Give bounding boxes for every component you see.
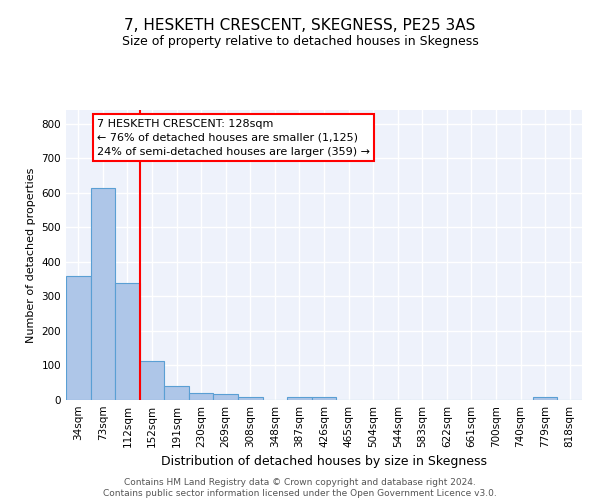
- Bar: [238, 396, 263, 400]
- Bar: [312, 397, 336, 400]
- Bar: [140, 360, 164, 400]
- Text: Contains HM Land Registry data © Crown copyright and database right 2024.
Contai: Contains HM Land Registry data © Crown c…: [103, 478, 497, 498]
- Bar: [115, 284, 140, 400]
- Text: Size of property relative to detached houses in Skegness: Size of property relative to detached ho…: [122, 35, 478, 48]
- Bar: [91, 188, 115, 400]
- Text: 7 HESKETH CRESCENT: 128sqm
← 76% of detached houses are smaller (1,125)
24% of s: 7 HESKETH CRESCENT: 128sqm ← 76% of deta…: [97, 118, 370, 156]
- Bar: [533, 397, 557, 400]
- Bar: [66, 276, 91, 400]
- Y-axis label: Number of detached properties: Number of detached properties: [26, 168, 36, 342]
- Bar: [214, 394, 238, 400]
- Bar: [189, 393, 214, 400]
- X-axis label: Distribution of detached houses by size in Skegness: Distribution of detached houses by size …: [161, 456, 487, 468]
- Bar: [287, 397, 312, 400]
- Text: 7, HESKETH CRESCENT, SKEGNESS, PE25 3AS: 7, HESKETH CRESCENT, SKEGNESS, PE25 3AS: [124, 18, 476, 32]
- Bar: [164, 386, 189, 400]
